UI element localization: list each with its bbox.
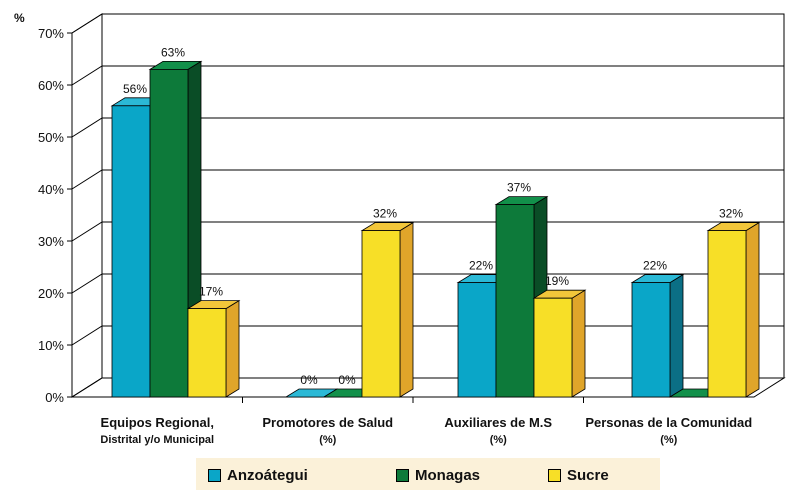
bar (187, 308, 227, 398)
x-tick-label: Equipos Regional, (101, 415, 214, 430)
y-tick-label: 40% (38, 182, 64, 197)
legend-swatch-anzoategui (208, 469, 221, 482)
bar-side (669, 273, 684, 398)
data-label: 19% (545, 274, 569, 288)
bar (361, 230, 401, 398)
bar-side (399, 221, 414, 398)
y-tick-label: 60% (38, 78, 64, 93)
legend-swatch-sucre (548, 469, 561, 482)
bar (631, 282, 671, 398)
legend-item-anzoategui: Anzoátegui (208, 467, 308, 484)
bar (149, 69, 189, 398)
data-label: 0% (338, 373, 356, 387)
gridline (71, 65, 784, 86)
gridline (71, 273, 784, 294)
x-tick-sublabel: (%) (490, 434, 507, 446)
bar (707, 230, 747, 398)
chart-labels: 56% 0% 22% 22% 63% 0% 37% 17% 32% 19% 32% (123, 45, 743, 387)
data-label: 32% (373, 207, 397, 221)
legend-label-anzoategui: Anzoátegui (227, 467, 308, 484)
gridline (71, 221, 784, 242)
bar (111, 105, 151, 398)
data-label: 22% (469, 259, 493, 273)
legend-label-monagas: Monagas (415, 467, 481, 484)
y-tick-label: 30% (38, 234, 64, 249)
x-tick-label: Promotores de Salud (262, 415, 393, 430)
bar-side (745, 221, 760, 398)
x-tick-label: Personas de la Comunidad (585, 415, 752, 430)
data-label: 63% (161, 45, 185, 59)
bar (495, 204, 535, 398)
bar-side (225, 299, 240, 398)
data-label: 56% (123, 82, 147, 96)
y-tick-label: 0% (45, 390, 64, 405)
legend-label-sucre: Sucre (567, 467, 609, 484)
y-axis-label: % (14, 11, 25, 25)
bar (533, 297, 573, 398)
legend-item-monagas: Monagas (396, 467, 480, 484)
data-label: 32% (719, 207, 743, 221)
chart-bars (110, 60, 761, 398)
data-label: 0% (300, 373, 318, 387)
gridline (71, 169, 784, 190)
x-tick-sublabel: (%) (660, 434, 677, 446)
bar-side (571, 289, 586, 398)
data-label: 17% (199, 285, 223, 299)
y-tick-label: 50% (38, 130, 64, 145)
x-tick-sublabel: (%) (319, 434, 336, 446)
legend-swatch-monagas (396, 469, 409, 482)
side-wall (71, 13, 103, 398)
gridline (71, 117, 784, 138)
legend: Anzoátegui Monagas Sucre (196, 458, 660, 490)
legend-item-sucre: Sucre (548, 467, 609, 484)
data-label: 37% (507, 181, 531, 195)
chart-axes: 0% 10% 20% 30% 40% 50% 60% 70%% Equipos Regional… (14, 11, 754, 446)
x-tick-sublabel: Distrital y/o Municipal (100, 434, 214, 446)
y-tick-label: 10% (38, 338, 64, 353)
data-label: 22% (643, 259, 667, 273)
y-tick-label: 70% (38, 26, 64, 41)
x-tick-label: Auxiliares de M.S (444, 415, 552, 430)
y-tick-label: 20% (38, 286, 64, 301)
bar (457, 282, 497, 398)
gridline (71, 13, 784, 34)
